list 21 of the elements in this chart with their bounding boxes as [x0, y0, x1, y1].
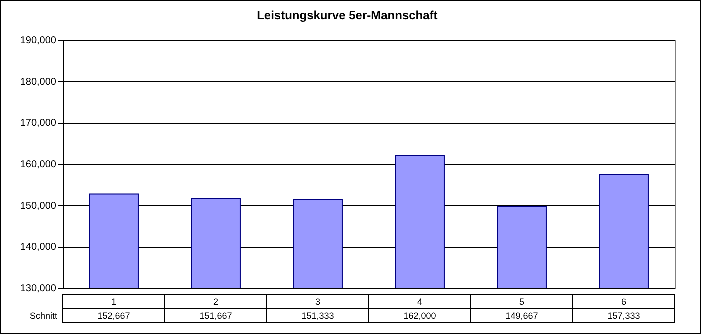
y-tick-label: 160,000 [20, 160, 57, 170]
y-tick-label: 170,000 [20, 118, 57, 130]
chart-title: Leistungskurve 5er-Mannschaft [257, 8, 438, 22]
y-tick-label: 180,000 [20, 76, 57, 88]
y-tick-label: 130,000 [20, 284, 57, 294]
x-tick-label: 4 [417, 297, 423, 307]
data-label: 151,667 [200, 311, 232, 321]
y-tick-label: 190,000 [20, 36, 57, 46]
x-tick-label: 5 [519, 297, 525, 307]
data-label: 149,667 [506, 311, 538, 321]
x-tick-label: 6 [621, 297, 627, 307]
y-tick-label: 140,000 [20, 242, 57, 254]
data-label: 151,333 [302, 311, 334, 321]
x-tick-label: 2 [213, 297, 219, 307]
text: Schnitt [30, 311, 58, 321]
y-tick-label: 150,000 [20, 200, 57, 212]
data-label: 162,000 [404, 311, 436, 321]
x-tick-label: 3 [315, 297, 321, 307]
x-tick-label: 1 [111, 297, 117, 307]
data-label: 157,333 [608, 311, 640, 321]
data-label: 152,667 [98, 311, 130, 321]
